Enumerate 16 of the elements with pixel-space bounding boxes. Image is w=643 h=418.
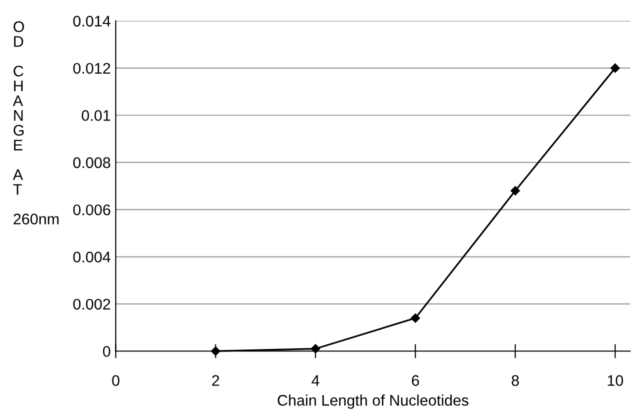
x-tick-label: 8: [512, 375, 519, 386]
y-tick-label: 0.014: [73, 16, 110, 27]
x-tick-label: 0: [112, 375, 120, 386]
x-tick-label: 2: [212, 375, 220, 386]
y-tick-label: 0.01: [82, 110, 110, 121]
y-tick-label: 0.008: [73, 157, 110, 168]
y-tick-label: 0.012: [73, 62, 110, 74]
x-tick-label: 10: [608, 375, 624, 386]
y-tick-label: 0.002: [73, 298, 110, 310]
y-tick-label: 0.004: [73, 252, 110, 262]
x-tick-label: 4: [312, 375, 320, 386]
y-tick-label: 0.006: [73, 204, 110, 216]
x-tick-label: 6: [412, 375, 419, 386]
y-tick-label: 0: [102, 346, 110, 357]
text: OD CHANGE AT 260nm: [12, 21, 59, 224]
x-axis-title: Chain Length of Nucleotides: [278, 394, 468, 409]
